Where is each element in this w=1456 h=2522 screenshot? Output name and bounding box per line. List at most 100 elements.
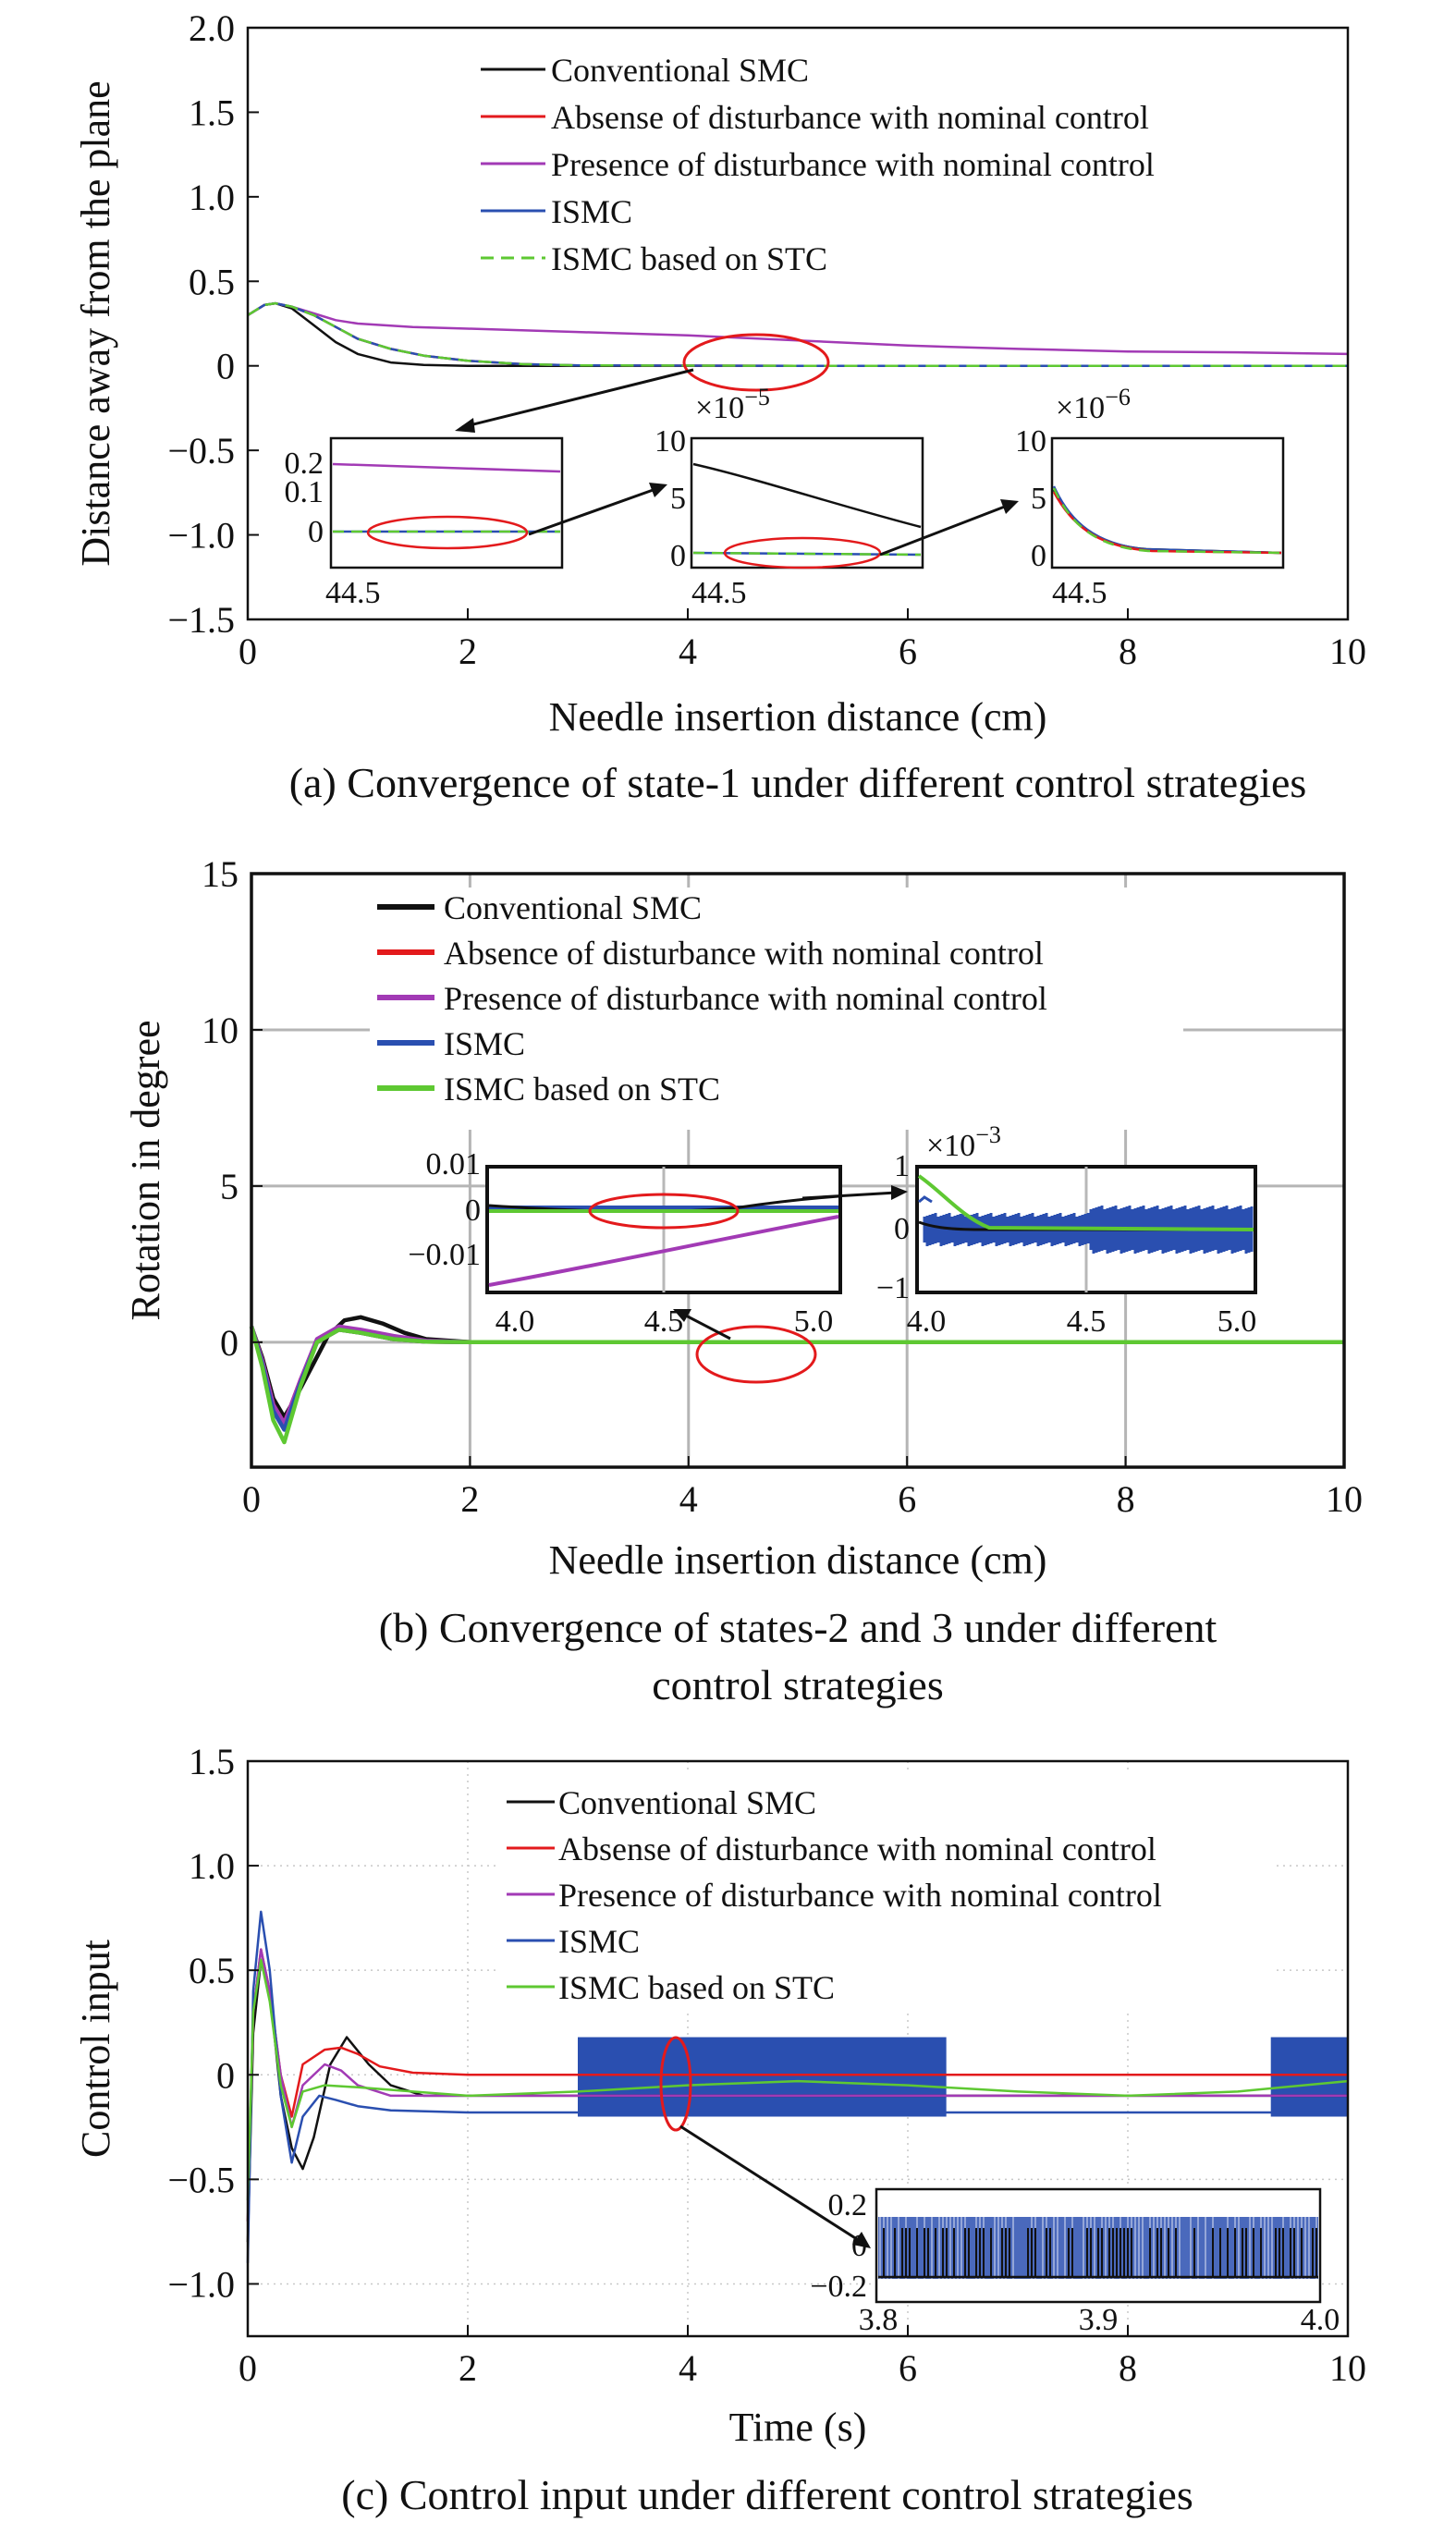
x-tick-label: 6: [899, 2347, 917, 2389]
panel-c-x-tick-labels: 0 2 4 6 8 10: [239, 2325, 1366, 2389]
arrowhead: [649, 483, 667, 497]
x-tick-label: 0: [239, 2347, 257, 2389]
panel-a-legend-ismc-stc: ISMC based on STC: [551, 240, 827, 277]
x-tick-label: 10: [1329, 2347, 1366, 2389]
panel-c-zoom-ellipse: [659, 2036, 692, 2132]
y-tick-label: 1.5: [189, 92, 235, 133]
panel-a-legend-nominal-with-disturbance: Presence of disturbance with nominal con…: [551, 146, 1155, 183]
inset-x-tick: 5.0: [1217, 1304, 1257, 1339]
panel-a-legend-conventional-smc: Conventional SMC: [551, 52, 809, 89]
panel-b-legend-nominal-no-disturbance: Absence of disturbance with nominal cont…: [444, 935, 1044, 972]
inset-y-tick: 0: [670, 539, 686, 573]
panel-a-inset-3: 10 5 0 44.5 ×10−6: [1015, 384, 1285, 610]
inset-trace-ismc-stc: [1052, 487, 1282, 555]
x-tick-label: 0: [239, 630, 257, 672]
inset-chattering-signals: [878, 2217, 1318, 2279]
panel-c-legend: Conventional SMC Absense of disturbance …: [499, 1773, 1272, 2014]
inset-y-tick: 0.2: [828, 2188, 868, 2222]
y-tick-label: 1.5: [189, 1741, 235, 1782]
panel-c-axes-frame: [246, 1759, 1350, 2338]
panel-b-legend-ismc-stc: ISMC based on STC: [444, 1071, 720, 1108]
y-tick-label: 5: [220, 1166, 239, 1207]
panel-b-legend-ismc: ISMC: [444, 1025, 525, 1062]
panel-a-legend-ismc: ISMC: [551, 193, 632, 230]
inset-x-tick: 3.8: [859, 2303, 899, 2337]
y-tick-label: 0: [216, 2054, 235, 2096]
panel-c-legend-conventional-smc: Conventional SMC: [558, 1784, 816, 1821]
panel-a: 2.0 1.5 1.0 0.5 0 −0.5 −1.0 −1.5 0 2 4 6 8 10 Needle…: [73, 7, 1366, 806]
inset-x-tick: 4.0: [907, 1304, 947, 1339]
panel-b-zoom-ellipse: [695, 1325, 817, 1384]
panel-a-inset-2: 10 5 0 44.5 ×10−5: [655, 384, 924, 610]
series-ismc-stc: [246, 1958, 1349, 2201]
inset-trace-conventional: [692, 462, 922, 529]
inset-y-tick: 0.2: [285, 447, 324, 481]
inset-y-tick: 1: [894, 1149, 910, 1183]
inset-trace-conventional: [918, 1220, 1254, 1231]
panel-c-plot-area: [246, 1910, 1349, 2263]
series-nominal-with-disturbance: [247, 301, 1349, 356]
panel-a-caption: (a) Convergence of state-1 under differe…: [289, 759, 1307, 806]
series-ismc: [247, 301, 1348, 367]
panel-a-legend-nominal-no-disturbance: Absense of disturbance with nominal cont…: [551, 99, 1149, 136]
panel-a-zoom-arrow: [461, 368, 694, 429]
x-tick-label: 8: [1119, 2347, 1137, 2389]
x-tick-label: 2: [460, 1478, 479, 1520]
panel-a-legend: Conventional SMC Absense of disturbance …: [481, 52, 1155, 277]
series-ismc-stc: [249, 1326, 1344, 1445]
y-tick-label: 2.0: [189, 7, 235, 49]
panel-b-legend: Conventional SMC Absence of disturbance …: [370, 888, 1183, 1130]
legend-background: [370, 888, 1183, 1130]
panel-c-legend-ismc-stc: ISMC based on STC: [558, 1969, 835, 2006]
y-tick-label: 1.0: [189, 177, 235, 218]
panel-a-y-tick-labels: 2.0 1.5 1.0 0.5 0 −0.5 −1.0 −1.5: [167, 7, 259, 641]
inset-x-tick: 44.5: [1052, 576, 1107, 610]
arrowhead: [673, 1309, 691, 1322]
arrowhead: [1000, 499, 1019, 514]
panel-c-x-axis-label: Time (s): [729, 2405, 867, 2450]
ismc-chattering-band: [1270, 2037, 1348, 2117]
inset-trace-disturbance: [488, 1215, 839, 1287]
inset-x-tick: 3.9: [1079, 2303, 1119, 2337]
panel-b-zoom-arrow: [683, 1313, 731, 1341]
panel-a-inset-1: 0.2 0.1 0 44.5: [285, 436, 564, 610]
inset-trace-ismc-stc: [917, 1174, 1254, 1231]
inset-y-tick: 0: [1031, 539, 1046, 573]
y-tick-label: −1.0: [167, 2263, 235, 2305]
panel-a-axes-frame: [246, 26, 1350, 621]
arrowhead: [852, 2232, 871, 2248]
panel-c-legend-nominal-no-disturbance: Absense of disturbance with nominal cont…: [558, 1830, 1156, 1867]
panel-b-x-tick-labels: 0 2 4 6 8 10: [242, 1456, 1363, 1520]
panel-b-legend-nominal-with-disturbance: Presence of disturbance with nominal con…: [444, 980, 1047, 1017]
inset-x-tick: 4.0: [1301, 2303, 1340, 2337]
ismc-initial: [918, 1195, 933, 1204]
x-tick-label: 6: [899, 630, 917, 672]
x-tick-label: 4: [679, 630, 697, 672]
inset-zoom-ellipse: [366, 515, 529, 550]
panel-b-x-axis-label: Needle insertion distance (cm): [549, 1537, 1047, 1583]
inset-zoom-ellipse: [723, 536, 882, 569]
inset-y-tick: −1: [876, 1271, 910, 1305]
series-conventional-smc: [247, 301, 1348, 367]
inset-y-tick: 10: [1015, 424, 1046, 459]
panel-c-inset: 0.2 0 −0.2 3.8 3.9 4.0: [810, 2187, 1340, 2337]
panel-c-legend-ismc: ISMC: [558, 1923, 640, 1960]
inset-y-tick: −0.01: [408, 1238, 481, 1272]
panel-c-caption: (c) Control input under different contro…: [341, 2471, 1193, 2518]
y-tick-label: 0.5: [189, 1950, 235, 1991]
inset-y-tick: −0.2: [810, 2270, 867, 2304]
legend-background: [499, 1773, 1272, 2014]
y-tick-label: −0.5: [167, 430, 235, 471]
inset-exponent: ×10−3: [926, 1121, 1001, 1163]
inset-x-tick: 44.5: [691, 576, 747, 610]
x-tick-label: 0: [242, 1478, 261, 1520]
series-ismc: [246, 1910, 1348, 2263]
panel-b-plot-area: [249, 1315, 1344, 1445]
inset-x-tick: 4.0: [496, 1304, 535, 1339]
inset-y-tick: 5: [670, 482, 686, 516]
panel-b-axes-frame: [250, 872, 1346, 1469]
panel-b-y-axis-label: Rotation in degree: [123, 1020, 168, 1320]
panel-b-inset-1: 0.01 0 −0.01 4.0 4.5 5.0: [408, 1147, 842, 1339]
inset-y-tick: 0: [894, 1212, 910, 1246]
